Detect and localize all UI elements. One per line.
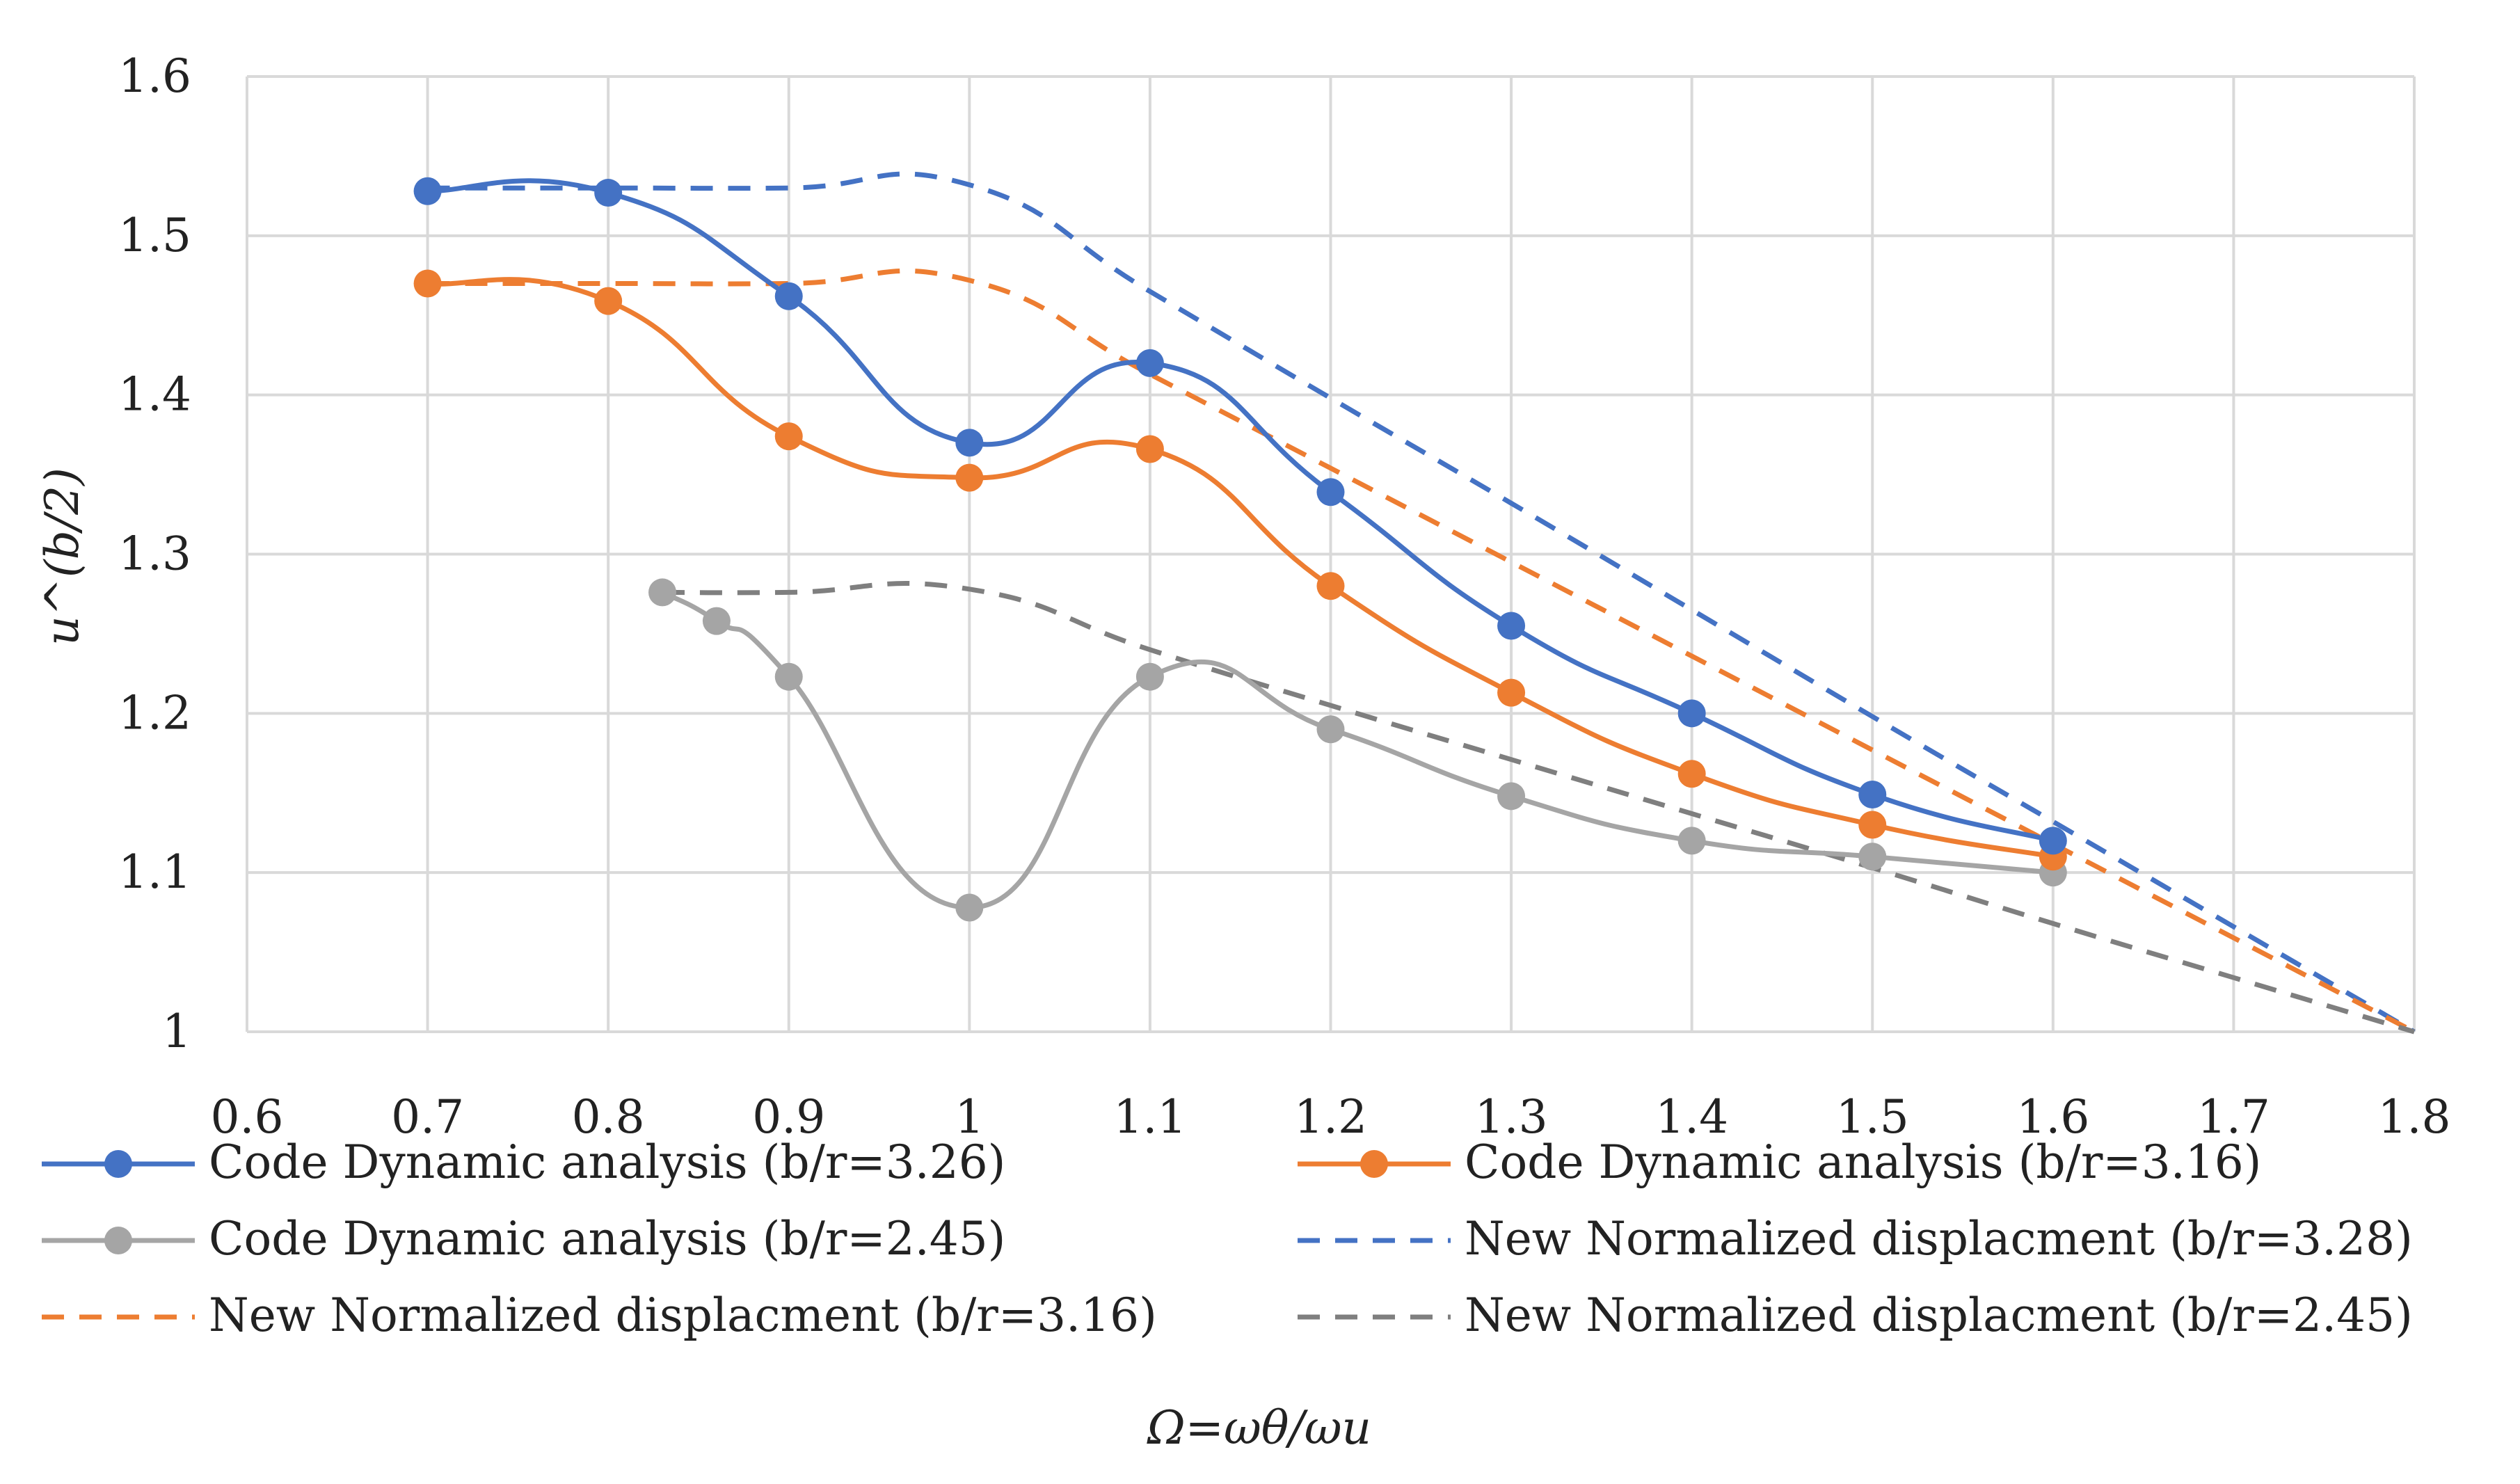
series-4	[427, 171, 2416, 1035]
x-tick-label: 0.6	[211, 1090, 284, 1144]
data-point	[594, 179, 623, 207]
x-tick-label: 1.1	[1113, 1090, 1186, 1144]
legend-item: New Normalized displacment (b/r=2.45)	[1298, 1288, 2413, 1342]
chart-series	[413, 171, 2416, 1035]
data-point	[1497, 612, 1526, 640]
series-5	[427, 268, 2416, 1035]
legend-label: Code Dynamic analysis (b/r=2.45)	[209, 1212, 1005, 1266]
data-point	[1316, 715, 1345, 744]
data-point	[1677, 760, 1706, 788]
legend-marker	[1360, 1150, 1388, 1178]
legend-label: Code Dynamic analysis (b/r=3.16)	[1465, 1135, 2261, 1189]
data-point	[774, 662, 803, 691]
legend-marker	[104, 1150, 132, 1178]
x-tick-label: 0.7	[391, 1090, 464, 1144]
legend-label: New Normalized displacment (b/r=3.28)	[1465, 1212, 2413, 1266]
data-point	[1497, 782, 1526, 811]
chart-legend: Code Dynamic analysis (b/r=3.26) Code Dyn…	[42, 1135, 2413, 1342]
data-point	[1497, 678, 1526, 707]
data-point	[702, 607, 731, 635]
series-line	[662, 581, 2416, 1035]
series-line	[661, 590, 2054, 910]
x-tick-label: 1.5	[1836, 1090, 1909, 1144]
legend-marker	[104, 1227, 132, 1254]
data-point	[774, 422, 803, 451]
x-tick-label: 1	[955, 1090, 984, 1144]
y-tick-label: 1.4	[118, 368, 191, 422]
series-1	[413, 177, 2067, 855]
data-point	[1135, 662, 1164, 691]
data-point	[955, 463, 984, 492]
x-tick-label: 1.6	[2016, 1090, 2089, 1144]
legend-label: New Normalized displacment (b/r=3.16)	[209, 1288, 1157, 1342]
data-point	[413, 269, 442, 298]
data-point	[774, 282, 803, 310]
x-axis-ticks: 0.6 0.7 0.8 0.9 1 1.1 1.2 1.3 1.4 1.5 1.6 1.7 1.8	[211, 1090, 2451, 1144]
y-axis-ticks: 1 1.1 1.2 1.3 1.4 1.5 1.6	[118, 49, 191, 1058]
data-point	[1316, 572, 1345, 600]
series-line	[427, 178, 2054, 843]
x-tick-label: 1.4	[1655, 1090, 1728, 1144]
data-point	[955, 429, 984, 457]
data-point	[955, 893, 984, 922]
y-tick-label: 1.2	[118, 686, 191, 740]
x-tick-label: 1.3	[1475, 1090, 1548, 1144]
data-point	[1135, 349, 1164, 377]
data-point	[1858, 811, 1887, 839]
x-axis-title: Ω=ωθ/ωu	[1147, 1401, 1371, 1455]
series-2	[413, 269, 2067, 871]
legend-item: Code Dynamic analysis (b/r=3.16)	[1298, 1135, 2261, 1189]
data-point	[2039, 827, 2067, 855]
x-tick-label: 1.7	[2197, 1090, 2270, 1144]
series-3	[648, 578, 2067, 922]
x-tick-label: 0.8	[572, 1090, 645, 1144]
legend-item: New Normalized displacment (b/r=3.28)	[1298, 1212, 2413, 1266]
legend-item: Code Dynamic analysis (b/r=3.26)	[42, 1135, 1005, 1189]
series-line	[427, 171, 2416, 1035]
legend-item: Code Dynamic analysis (b/r=2.45)	[42, 1212, 1005, 1266]
series-6	[662, 581, 2416, 1035]
y-tick-label: 1	[162, 1005, 191, 1058]
data-point	[1135, 435, 1164, 463]
data-point	[1677, 699, 1706, 728]
x-tick-label: 1.2	[1294, 1090, 1367, 1144]
series-line	[427, 268, 2416, 1035]
series-line	[427, 277, 2054, 859]
y-tick-label: 1.3	[118, 527, 191, 581]
y-tick-label: 1.6	[118, 49, 191, 103]
y-tick-label: 1.5	[118, 209, 191, 262]
legend-item: New Normalized displacment (b/r=3.16)	[42, 1288, 1157, 1342]
data-point	[594, 287, 623, 315]
y-tick-label: 1.1	[118, 845, 191, 899]
data-point	[1677, 827, 1706, 855]
data-point	[1316, 478, 1345, 506]
x-tick-label: 0.9	[752, 1090, 825, 1144]
y-axis-title: u^(b/2)	[35, 468, 89, 646]
legend-label: Code Dynamic analysis (b/r=3.26)	[209, 1135, 1005, 1189]
x-tick-label: 1.8	[2378, 1090, 2451, 1144]
chart-grid	[246, 75, 2416, 1033]
data-point	[413, 177, 442, 205]
legend-label: New Normalized displacment (b/r=2.45)	[1465, 1288, 2413, 1342]
data-point	[648, 578, 677, 607]
data-point	[1858, 843, 1887, 871]
data-point	[1858, 781, 1887, 809]
